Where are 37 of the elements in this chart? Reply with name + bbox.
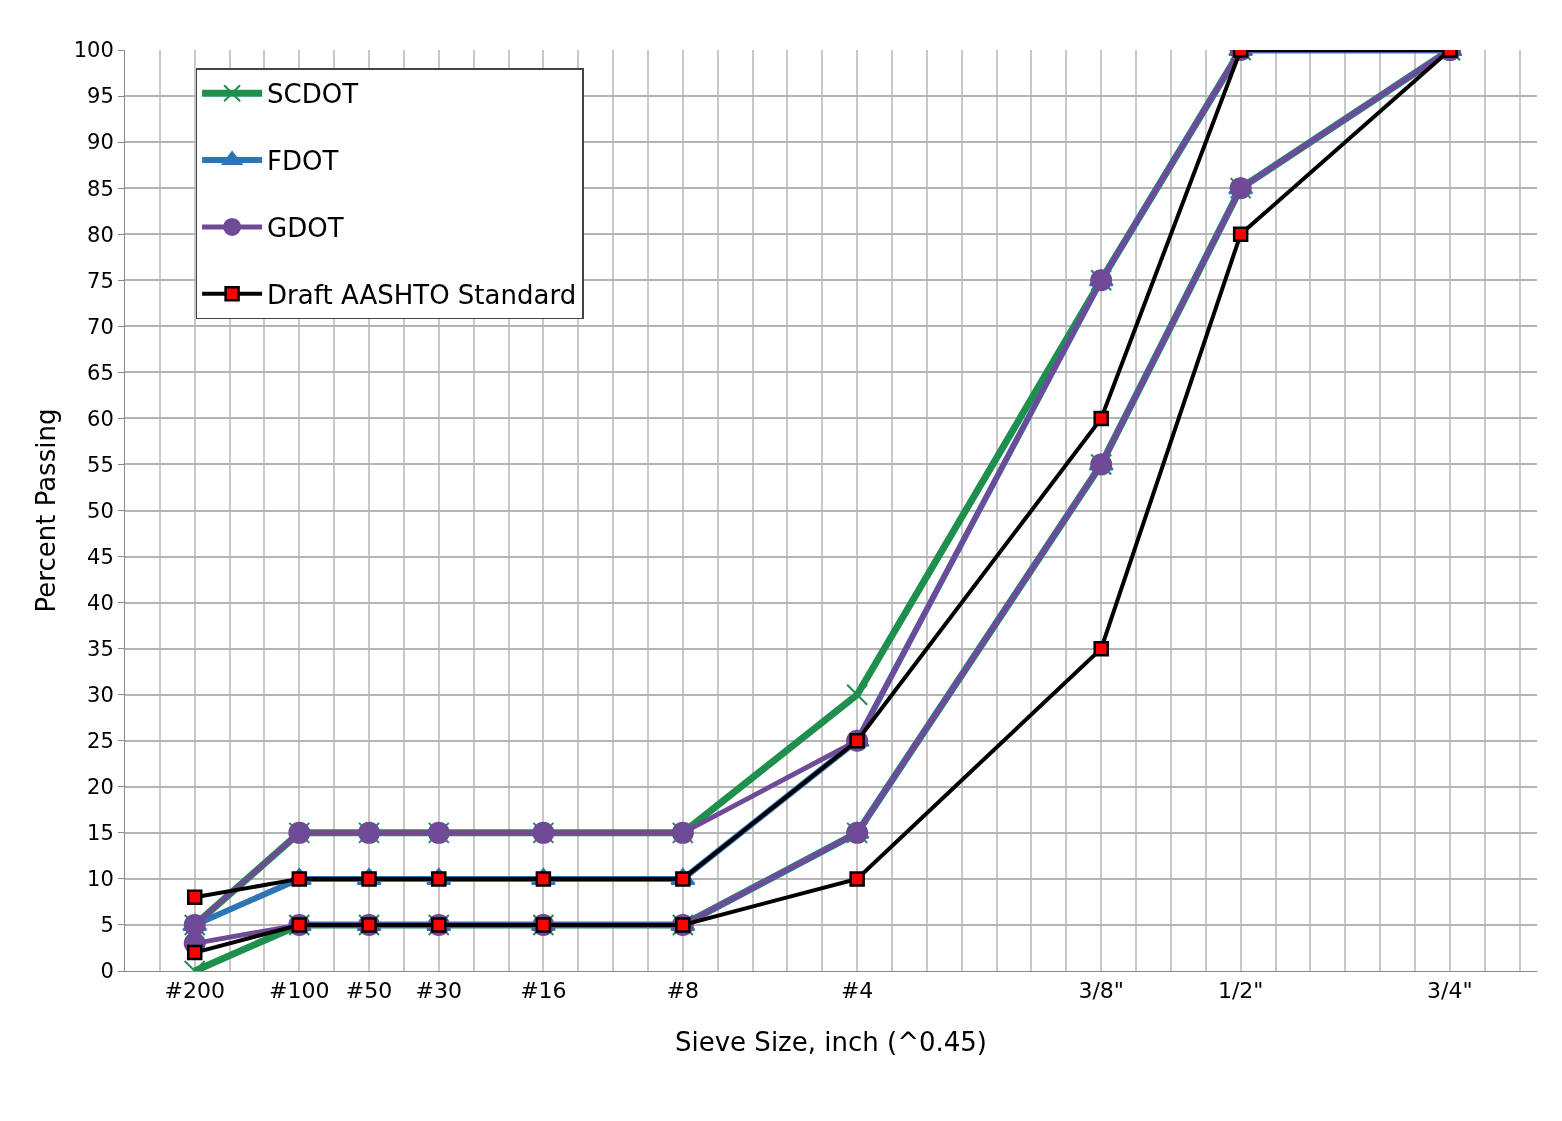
y-tick-label: 85 [87,176,114,201]
y-tick-label: 90 [87,130,114,155]
y-tick-label: 70 [87,314,114,339]
legend-label: Draft AASHTO Standard [267,279,577,310]
y-tick-label: 80 [87,222,114,247]
x-tick-label: #200 [164,978,225,1004]
y-tick-label: 25 [87,729,114,754]
y-tick-label: 20 [87,775,114,800]
y-tick-label: 50 [87,498,114,523]
x-axis-title: Sieve Size, inch (^0.45) [675,1027,987,1058]
y-tick-label: 55 [87,452,114,477]
y-tick-label: 100 [73,38,114,63]
legend-label: GDOT [267,213,344,244]
x-tick-label: 3/8" [1078,978,1124,1004]
x-tick-label: #50 [345,978,393,1004]
y-tick-label: 15 [87,821,114,846]
legend-label: FDOT [267,146,339,177]
x-tick-label: #100 [269,978,330,1004]
y-tick-label: 10 [87,867,114,892]
x-tick-label: #30 [415,978,462,1004]
y-tick-label: 40 [87,590,114,615]
y-tick-label: 60 [87,406,114,431]
y-tick-label: 0 [100,959,114,984]
y-tick-label: 95 [87,84,114,109]
y-tick-label: 35 [87,637,114,661]
y-tick-label: 45 [87,544,114,569]
y-tick-label: 30 [87,683,114,708]
x-tick-label: #8 [666,978,700,1004]
y-tick-label: 75 [87,268,114,293]
x-tick-label: 1/2" [1217,978,1264,1004]
x-tick-label: 3/4" [1427,978,1473,1004]
y-tick-label: 65 [87,360,114,385]
x-tick-label: #16 [520,978,567,1004]
x-tick-label: #4 [840,978,874,1004]
legend-label: SCDOT [267,79,359,110]
y-axis-title: Percent Passing [31,408,62,613]
y-tick-label: 5 [100,913,114,938]
